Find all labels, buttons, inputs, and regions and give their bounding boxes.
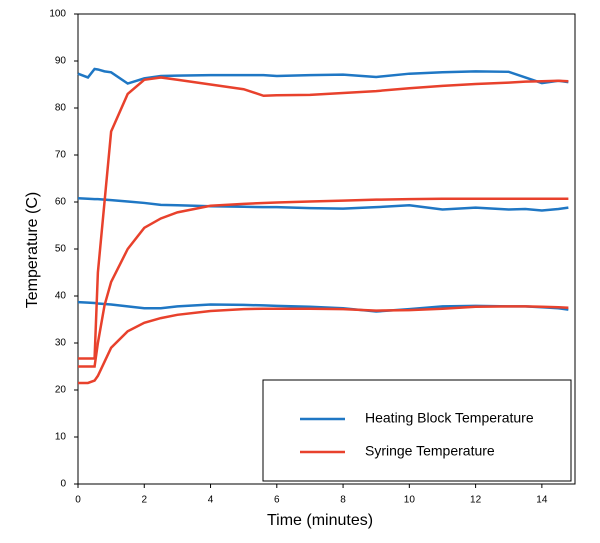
y-tick-label: 90 <box>55 56 67 67</box>
x-tick-label: 4 <box>208 495 214 506</box>
y-tick-label: 60 <box>55 197 67 208</box>
x-axis-title: Time (minutes) <box>267 512 373 529</box>
y-tick-label: 30 <box>55 338 67 349</box>
series-line <box>77 67 569 85</box>
x-tick-label: 14 <box>536 495 548 506</box>
y-tick-label: 10 <box>55 432 67 443</box>
x-tick-label: 10 <box>404 495 416 506</box>
y-tick-label: 70 <box>55 150 67 161</box>
y-tick-label: 50 <box>55 244 67 255</box>
x-tick-label: 2 <box>141 495 147 506</box>
x-tick-label: 0 <box>75 495 81 506</box>
y-tick-label: 80 <box>55 103 67 114</box>
y-tick-label: 40 <box>55 291 67 302</box>
x-tick-label: 8 <box>340 495 346 506</box>
y-tick-label: 20 <box>55 385 67 396</box>
legend-label: Syringe Temperature <box>365 443 495 459</box>
series-line <box>78 197 569 368</box>
y-tick-label: 0 <box>60 479 66 490</box>
x-tick-label: 12 <box>470 495 482 506</box>
series-line <box>78 305 569 385</box>
y-axis-title: Temperature (C) <box>24 192 41 308</box>
legend-box <box>262 379 572 482</box>
x-tick-label: 6 <box>274 495 280 506</box>
series-line <box>78 76 569 360</box>
y-tick-label: 100 <box>49 9 66 20</box>
legend-label: Heating Block Temperature <box>365 410 534 426</box>
